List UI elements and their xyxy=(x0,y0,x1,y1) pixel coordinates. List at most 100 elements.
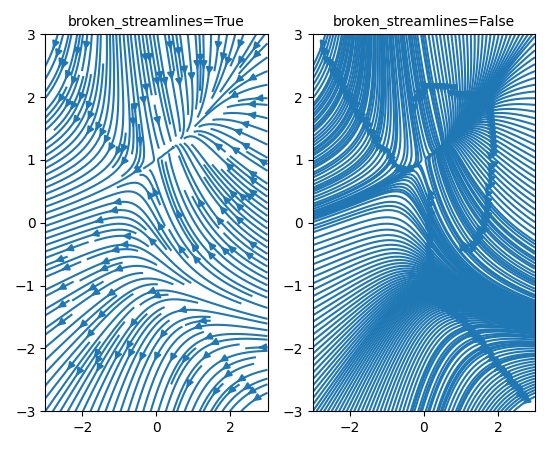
FancyArrowPatch shape xyxy=(254,42,260,49)
FancyArrowPatch shape xyxy=(512,383,518,389)
FancyArrowPatch shape xyxy=(426,292,432,297)
FancyArrowPatch shape xyxy=(337,77,343,84)
FancyArrowPatch shape xyxy=(424,276,430,282)
FancyArrowPatch shape xyxy=(470,96,475,104)
FancyArrowPatch shape xyxy=(477,230,483,236)
FancyArrowPatch shape xyxy=(154,78,160,86)
FancyArrowPatch shape xyxy=(521,392,527,397)
FancyArrowPatch shape xyxy=(485,203,491,210)
FancyArrowPatch shape xyxy=(345,93,350,100)
FancyArrowPatch shape xyxy=(238,375,245,381)
FancyArrowPatch shape xyxy=(427,271,433,277)
FancyArrowPatch shape xyxy=(488,91,494,98)
FancyArrowPatch shape xyxy=(499,366,507,372)
FancyArrowPatch shape xyxy=(490,141,496,146)
FancyArrowPatch shape xyxy=(238,40,244,49)
FancyArrowPatch shape xyxy=(63,265,70,270)
FancyArrowPatch shape xyxy=(392,162,398,168)
FancyArrowPatch shape xyxy=(59,284,66,289)
FancyArrowPatch shape xyxy=(487,120,494,126)
FancyArrowPatch shape xyxy=(246,194,253,200)
FancyArrowPatch shape xyxy=(89,112,94,118)
FancyArrowPatch shape xyxy=(254,51,260,57)
FancyArrowPatch shape xyxy=(426,274,432,279)
FancyArrowPatch shape xyxy=(249,74,256,80)
FancyArrowPatch shape xyxy=(176,78,182,86)
FancyArrowPatch shape xyxy=(344,89,349,95)
FancyArrowPatch shape xyxy=(475,335,482,340)
FancyArrowPatch shape xyxy=(467,92,472,99)
FancyArrowPatch shape xyxy=(469,331,475,337)
FancyArrowPatch shape xyxy=(206,333,212,338)
FancyArrowPatch shape xyxy=(208,252,214,259)
FancyArrowPatch shape xyxy=(444,84,450,92)
FancyArrowPatch shape xyxy=(158,223,164,230)
FancyArrowPatch shape xyxy=(389,154,395,161)
FancyArrowPatch shape xyxy=(427,258,434,265)
FancyArrowPatch shape xyxy=(112,247,119,252)
FancyArrowPatch shape xyxy=(436,298,442,304)
FancyArrowPatch shape xyxy=(122,145,127,153)
FancyArrowPatch shape xyxy=(486,197,491,203)
FancyArrowPatch shape xyxy=(404,167,411,172)
FancyArrowPatch shape xyxy=(482,214,488,220)
FancyArrowPatch shape xyxy=(460,318,468,324)
FancyArrowPatch shape xyxy=(418,92,424,100)
FancyArrowPatch shape xyxy=(447,309,454,314)
FancyArrowPatch shape xyxy=(424,268,431,274)
FancyArrowPatch shape xyxy=(79,93,85,101)
FancyArrowPatch shape xyxy=(250,177,256,184)
FancyArrowPatch shape xyxy=(217,218,223,224)
FancyArrowPatch shape xyxy=(486,96,492,102)
FancyArrowPatch shape xyxy=(84,42,89,50)
FancyArrowPatch shape xyxy=(420,90,425,98)
FancyArrowPatch shape xyxy=(211,339,218,344)
FancyArrowPatch shape xyxy=(419,283,425,288)
FancyArrowPatch shape xyxy=(488,128,495,133)
FancyArrowPatch shape xyxy=(59,302,65,307)
FancyArrowPatch shape xyxy=(488,181,494,187)
FancyArrowPatch shape xyxy=(490,89,496,95)
FancyArrowPatch shape xyxy=(485,89,491,95)
FancyArrowPatch shape xyxy=(336,70,341,79)
FancyArrowPatch shape xyxy=(428,191,434,200)
FancyArrowPatch shape xyxy=(96,356,102,363)
FancyArrowPatch shape xyxy=(417,284,424,290)
FancyArrowPatch shape xyxy=(441,84,447,92)
FancyArrowPatch shape xyxy=(443,304,450,309)
FancyArrowPatch shape xyxy=(470,329,476,335)
FancyArrowPatch shape xyxy=(148,192,153,198)
FancyArrowPatch shape xyxy=(384,147,389,154)
FancyArrowPatch shape xyxy=(87,330,94,337)
FancyArrowPatch shape xyxy=(224,197,230,203)
FancyArrowPatch shape xyxy=(171,353,177,360)
FancyArrowPatch shape xyxy=(421,84,426,92)
FancyArrowPatch shape xyxy=(480,93,486,99)
FancyArrowPatch shape xyxy=(487,105,493,110)
FancyArrowPatch shape xyxy=(463,92,468,100)
FancyArrowPatch shape xyxy=(416,288,423,293)
FancyArrowPatch shape xyxy=(227,164,233,170)
FancyArrowPatch shape xyxy=(204,352,210,358)
FancyArrowPatch shape xyxy=(481,346,488,351)
FancyArrowPatch shape xyxy=(364,123,369,129)
FancyArrowPatch shape xyxy=(59,94,65,101)
FancyArrowPatch shape xyxy=(482,218,488,225)
FancyArrowPatch shape xyxy=(487,116,493,122)
FancyArrowPatch shape xyxy=(201,61,206,69)
FancyArrowPatch shape xyxy=(428,263,435,269)
FancyArrowPatch shape xyxy=(487,94,493,100)
FancyArrowPatch shape xyxy=(223,363,230,369)
FancyArrowPatch shape xyxy=(451,310,458,315)
FancyArrowPatch shape xyxy=(428,221,433,228)
FancyArrowPatch shape xyxy=(421,281,428,287)
Title: broken_streamlines=False: broken_streamlines=False xyxy=(333,15,515,29)
FancyArrowPatch shape xyxy=(142,54,148,62)
FancyArrowPatch shape xyxy=(358,112,363,119)
FancyArrowPatch shape xyxy=(96,123,101,129)
FancyArrowPatch shape xyxy=(455,92,460,99)
FancyArrowPatch shape xyxy=(67,245,74,250)
FancyArrowPatch shape xyxy=(250,171,256,177)
FancyArrowPatch shape xyxy=(387,152,393,158)
FancyArrowPatch shape xyxy=(438,84,443,92)
